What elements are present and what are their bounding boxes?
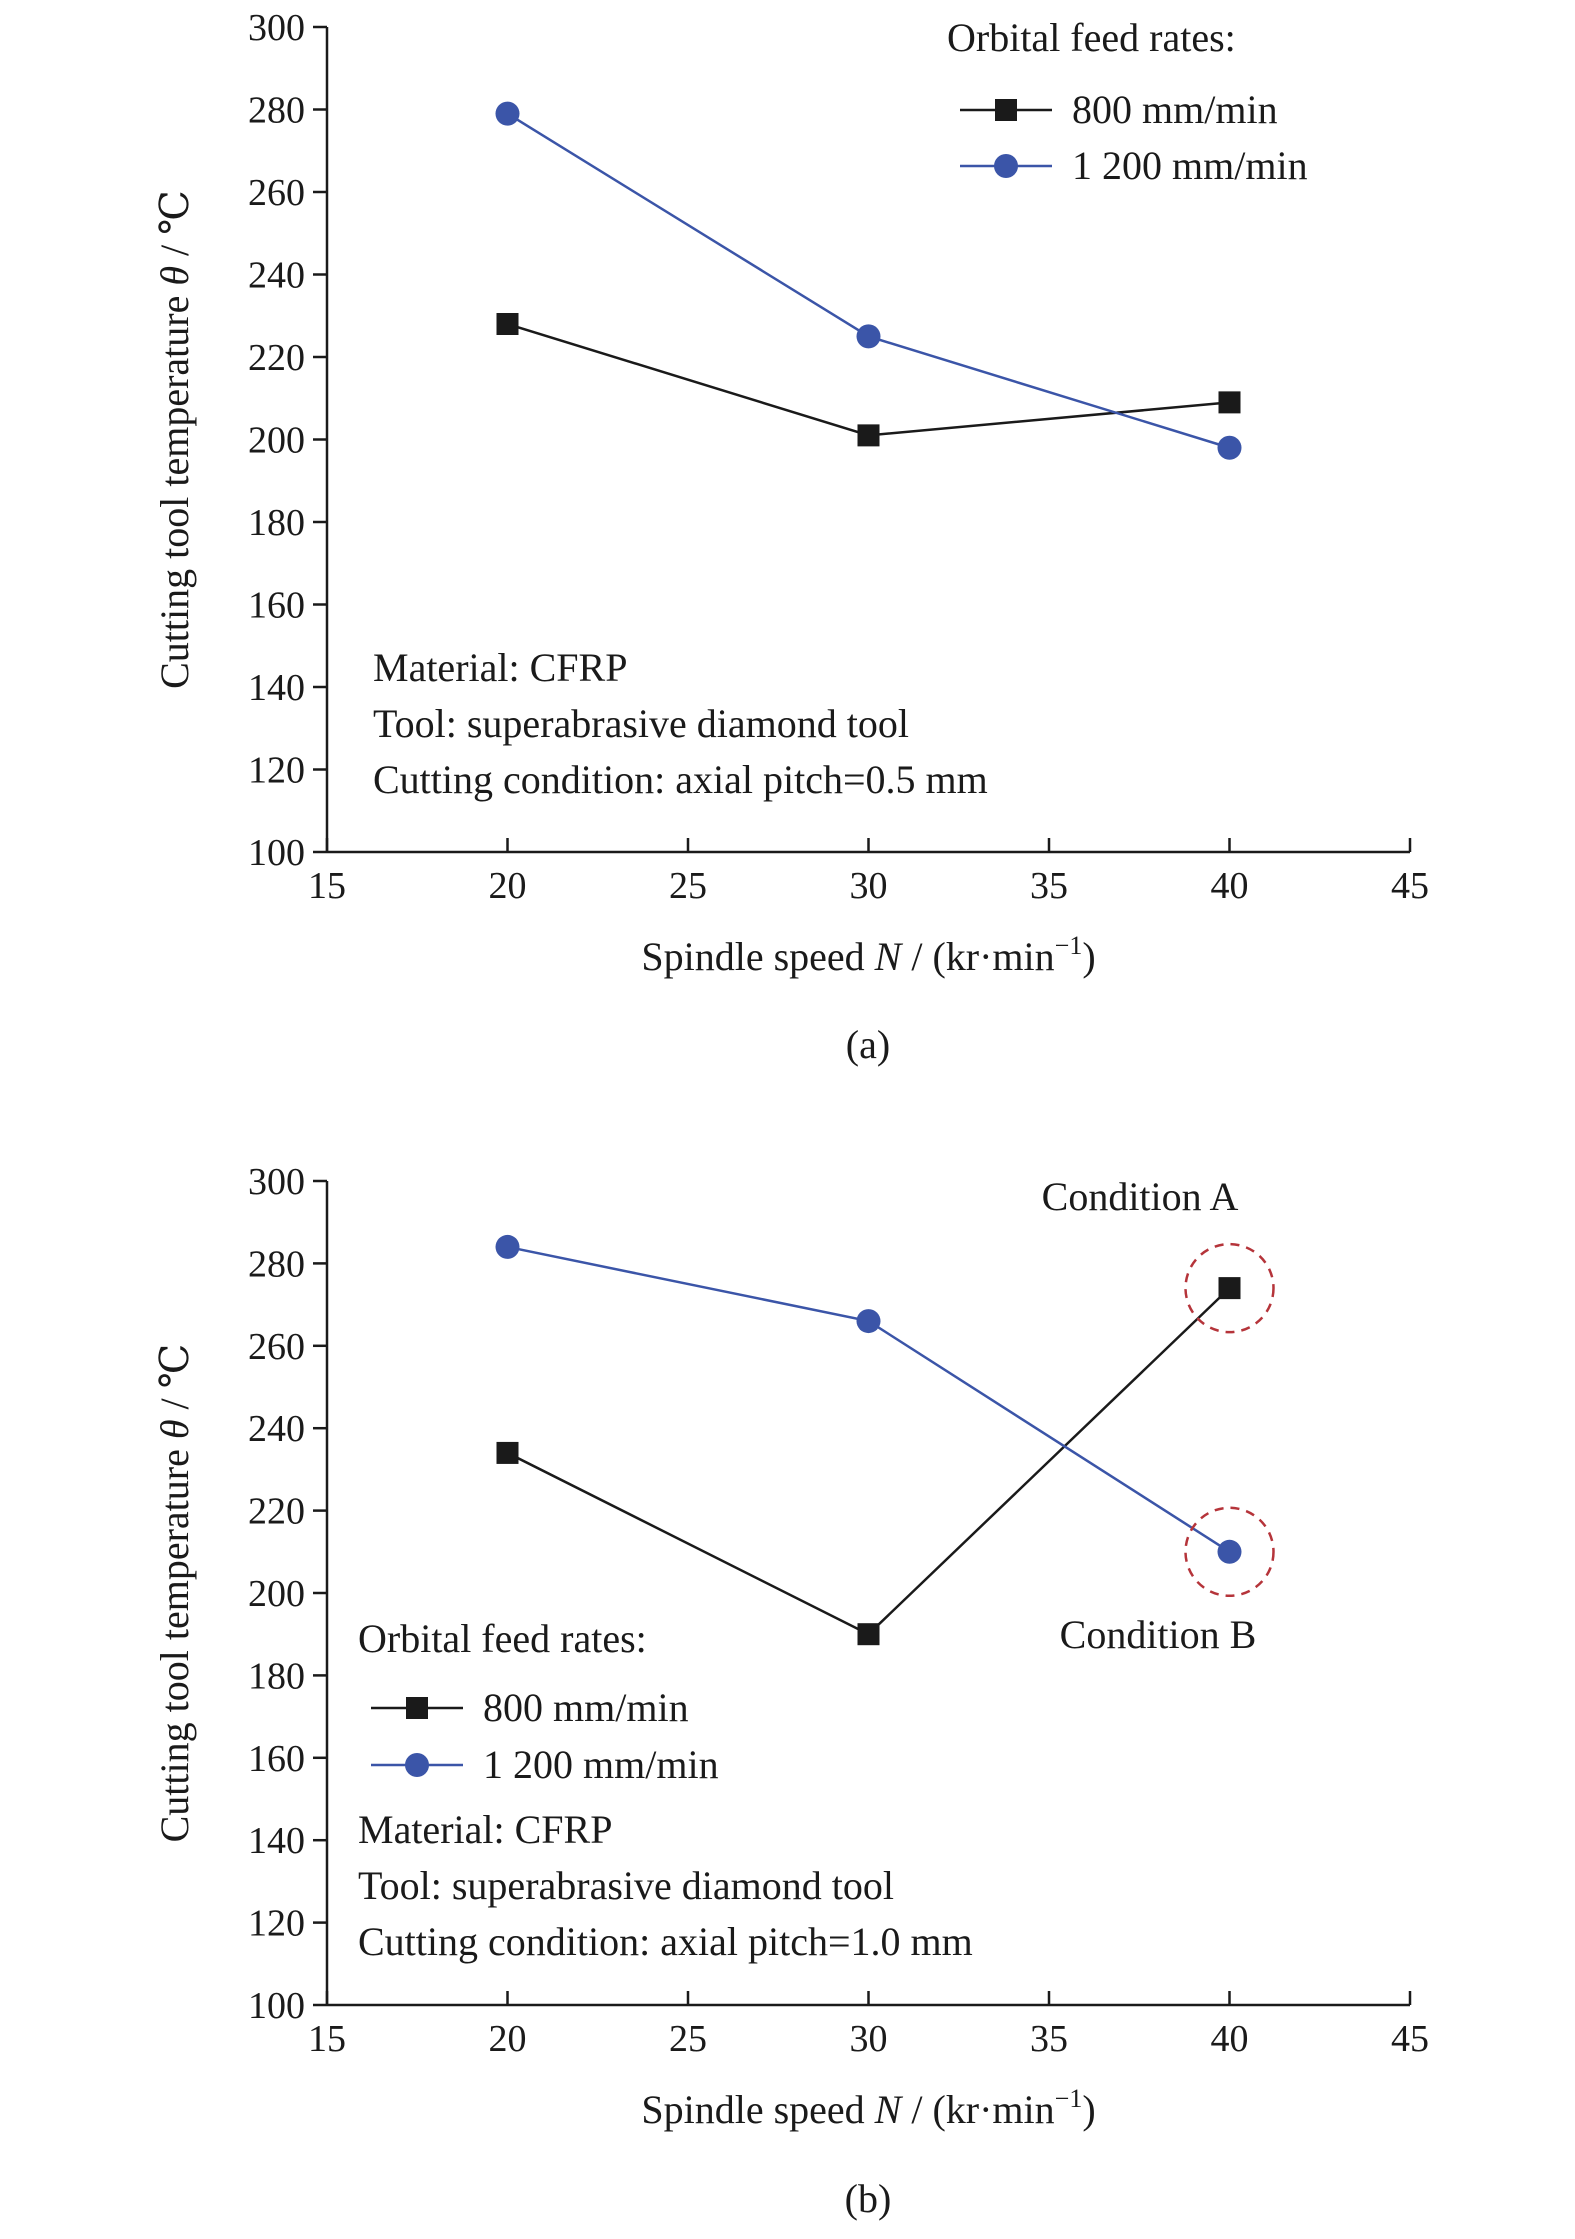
legend-marker-circle [405, 1753, 429, 1777]
legend-label: 1 200 mm/min [483, 1742, 719, 1787]
x-tick-label: 45 [1391, 865, 1429, 907]
x-axis-label: Spindle speed N / (kr·min−1) [641, 2084, 1095, 2132]
figure-caption: (a) [846, 1022, 890, 1067]
data-point-square [496, 313, 519, 335]
y-tick-label: 280 [248, 90, 305, 132]
condition-label: Condition B [1060, 1612, 1257, 1657]
y-axis-label: Cutting tool temperature θ / ℃ [152, 1344, 197, 1843]
y-tick-label: 160 [248, 585, 305, 627]
annotation-text: Tool: superabrasive diamond tool [373, 701, 909, 746]
y-tick-label: 120 [248, 1903, 305, 1945]
annotation-text: Cutting condition: axial pitch=0.5 mm [373, 757, 988, 802]
data-point-circle [856, 1309, 881, 1334]
legend-title: Orbital feed rates: [358, 1616, 647, 1661]
y-tick-label: 100 [248, 832, 305, 874]
annotation-text: Tool: superabrasive diamond tool [358, 1863, 894, 1908]
data-point-square [857, 1623, 880, 1646]
y-tick-label: 180 [248, 502, 305, 544]
figure-caption: (b) [845, 2176, 892, 2221]
x-tick-label: 40 [1211, 2018, 1249, 2060]
y-tick-label: 180 [248, 1655, 305, 1697]
series-line-800 [506, 1287, 1231, 1636]
highlight-circle [1184, 1242, 1275, 1334]
annotation-text: Material: CFRP [373, 645, 627, 690]
chart-a: 100 120 140 160 180 200 220 240 260 280 300 15 20 25 3… [152, 7, 1429, 1067]
legend-title: Orbital feed rates: [947, 15, 1236, 60]
highlight-circle [1184, 1506, 1275, 1598]
legend-marker-circle [994, 154, 1018, 178]
y-tick-label: 260 [248, 172, 305, 214]
y-tick-label: 160 [248, 1738, 305, 1780]
data-point-circle [1217, 1539, 1242, 1564]
data-point-circle [856, 324, 881, 349]
legend-label: 1 200 mm/min [1072, 143, 1308, 188]
y-tick-label: 300 [248, 7, 305, 49]
y-axis-label: Cutting tool temperature θ / ℃ [152, 190, 197, 689]
y-tick-label: 280 [248, 1243, 305, 1285]
x-axis-label: Spindle speed N / (kr·min−1) [641, 931, 1095, 979]
x-tick-label: 35 [1030, 2018, 1068, 2060]
x-tick-label: 20 [489, 865, 527, 907]
x-tick-label: 25 [669, 2018, 707, 2060]
x-tick-label: 45 [1391, 2018, 1429, 2060]
data-point-square [496, 1441, 519, 1464]
x-tick-label: 20 [489, 2018, 527, 2060]
legend-marker-square [995, 99, 1017, 121]
condition-label: Condition A [1042, 1174, 1239, 1219]
y-tick-label: 200 [248, 1573, 305, 1615]
y-tick-label: 100 [248, 1985, 305, 2027]
x-tick-label: 30 [850, 2018, 888, 2060]
chart-b: 100 120 140 160 180 200 220 240 260 280 300 15 20 25 3… [152, 1161, 1429, 2221]
legend-label: 800 mm/min [483, 1685, 689, 1730]
y-tick-label: 200 [248, 420, 305, 462]
y-tick-label: 240 [248, 1408, 305, 1450]
data-point-circle [1217, 435, 1242, 460]
x-tick-label: 40 [1211, 865, 1249, 907]
y-tick-label: 220 [248, 337, 305, 379]
annotation-text: Cutting condition: axial pitch=1.0 mm [358, 1919, 973, 1964]
x-tick-label: 25 [669, 865, 707, 907]
data-point-circle [495, 1234, 520, 1259]
legend: Orbital feed rates: 800 mm/min 1 200 mm/mi… [947, 15, 1308, 188]
y-tick-label: 120 [248, 750, 305, 792]
x-tick-label: 30 [850, 865, 888, 907]
x-tick-label: 15 [308, 865, 346, 907]
data-point-circle [495, 101, 520, 126]
legend-marker-square [406, 1697, 428, 1719]
x-tick-label: 35 [1030, 865, 1068, 907]
annotation-text: Material: CFRP [358, 1807, 612, 1852]
data-point-square [1218, 1277, 1241, 1300]
y-tick-label: 140 [248, 667, 305, 709]
legend: Orbital feed rates: 800 mm/min 1 200 mm/mi… [358, 1616, 719, 1787]
legend-label: 800 mm/min [1072, 87, 1278, 132]
y-tick-label: 220 [248, 1491, 305, 1533]
y-tick-label: 300 [248, 1161, 305, 1203]
x-tick-label: 15 [308, 2018, 346, 2060]
data-point-square [1218, 391, 1241, 414]
y-tick-label: 140 [248, 1820, 305, 1862]
data-point-square [857, 424, 880, 447]
y-tick-label: 260 [248, 1326, 305, 1368]
y-tick-label: 240 [248, 255, 305, 297]
